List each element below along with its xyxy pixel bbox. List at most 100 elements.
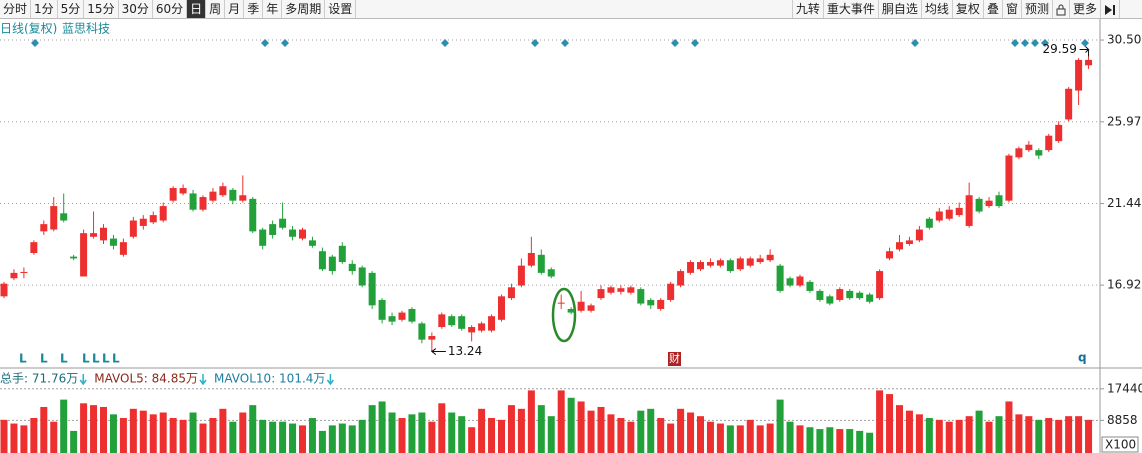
volume-bar: [776, 399, 784, 453]
volume-bar: [229, 421, 237, 453]
candle-body: [826, 296, 834, 304]
toolbar-button[interactable]: 窗: [1003, 0, 1022, 18]
candle-body: [806, 281, 814, 291]
toolbar-button[interactable]: 九转: [793, 0, 824, 18]
volume-bar: [478, 408, 486, 453]
event-marker: [561, 39, 569, 47]
volume-bar: [687, 412, 695, 453]
toolbar-button[interactable]: 均线: [922, 0, 953, 18]
candle-body: [915, 229, 923, 241]
candle-body: [149, 215, 157, 223]
event-marker: [1011, 39, 1019, 47]
candle-body: [786, 278, 794, 286]
candle-body: [597, 289, 605, 299]
volume-bar: [846, 429, 854, 453]
toolbar-button[interactable]: 预测: [1022, 0, 1053, 18]
toolbar-button[interactable]: 年: [263, 0, 283, 18]
candle-body: [318, 251, 326, 270]
toolbar-button[interactable]: 重大事件: [824, 0, 879, 18]
candle-body: [587, 305, 595, 311]
finance-tag-box: [668, 352, 681, 366]
volume-bar: [299, 425, 306, 453]
candle-body: [0, 283, 8, 297]
toolbar-button[interactable]: 胴自选: [879, 0, 922, 18]
volume-bar: [896, 405, 903, 453]
volume-bar: [328, 425, 336, 453]
toolbar-button[interactable]: 60分: [153, 0, 188, 18]
candle-body: [388, 316, 396, 322]
candle-body: [766, 254, 774, 261]
nav-end-icon[interactable]: [1101, 0, 1120, 18]
toolbar-button[interactable]: 多周期: [282, 0, 326, 18]
volume-bar: [119, 418, 127, 453]
volume-bar: [786, 421, 794, 453]
candle-body: [736, 258, 744, 270]
volume-bar: [90, 405, 98, 453]
volume-bar: [925, 418, 933, 453]
candle-body: [10, 272, 18, 279]
lock-icon[interactable]: [1053, 0, 1070, 18]
y-tick-label: 16.92: [1107, 278, 1141, 292]
toolbar-button[interactable]: 15分: [84, 0, 119, 18]
volume-bar: [0, 419, 8, 453]
volume-bar: [458, 416, 466, 453]
toolbar-button[interactable]: 5分: [58, 0, 85, 18]
toolbar-button[interactable]: 设置: [325, 0, 357, 18]
volume-bar: [915, 414, 923, 453]
candle-body: [1035, 150, 1043, 156]
toolbar-button[interactable]: 周: [206, 0, 226, 18]
volume-bar: [826, 427, 834, 453]
volume-bar: [537, 405, 545, 453]
toolbar-button[interactable]: 1分: [31, 0, 58, 18]
volume-bar: [488, 418, 496, 453]
volume-bar: [149, 414, 157, 453]
volume-bar: [975, 410, 983, 453]
volume-bar: [60, 399, 68, 453]
volume-bar: [199, 423, 207, 453]
candle-body: [905, 240, 913, 244]
l-marker: L: [19, 352, 27, 366]
volume-bar: [995, 416, 1003, 453]
toolbar-button[interactable]: 季: [244, 0, 264, 18]
toolbar-button[interactable]: 分时: [0, 0, 32, 18]
toolbar-button[interactable]: 日: [187, 0, 207, 18]
toolbar-button[interactable]: 叠: [984, 0, 1003, 18]
volume-bar: [756, 425, 764, 453]
volume-bar: [816, 429, 824, 453]
volume-bar: [398, 418, 406, 453]
volume-bar: [259, 419, 267, 453]
volume-bar: [985, 421, 993, 453]
candle-body: [30, 242, 38, 254]
toolbar-button[interactable]: 30分: [119, 0, 153, 18]
toolbar-button[interactable]: 月: [225, 0, 245, 18]
candle-body: [378, 299, 386, 320]
candle-body: [507, 287, 515, 299]
stock-name: 蓝思科技: [62, 22, 110, 36]
volume-bar: [1025, 416, 1033, 453]
volume-bar: [667, 423, 675, 453]
l-marker: L: [102, 352, 110, 366]
event-marker: [261, 39, 269, 47]
toolbar-button[interactable]: 复权: [953, 0, 984, 18]
candle-body: [687, 262, 695, 273]
candle-body: [627, 287, 635, 293]
volume-bar: [388, 412, 396, 453]
candle-body: [1085, 59, 1093, 66]
volume-bar: [706, 421, 714, 453]
volume-bar: [30, 418, 38, 453]
volume-bar: [627, 421, 635, 453]
toolbar-button[interactable]: 更多: [1070, 0, 1101, 18]
volume-bar: [428, 421, 436, 453]
volume-bar: [577, 401, 585, 453]
candle-body: [418, 323, 426, 340]
volume-bar: [905, 410, 913, 453]
candle-body: [348, 263, 356, 272]
candle-body: [547, 269, 555, 277]
candle-body: [338, 245, 346, 263]
candle-body: [289, 229, 297, 237]
candle-body: [697, 262, 704, 270]
volume-bar: [318, 430, 326, 453]
volume-bar: [866, 432, 874, 453]
